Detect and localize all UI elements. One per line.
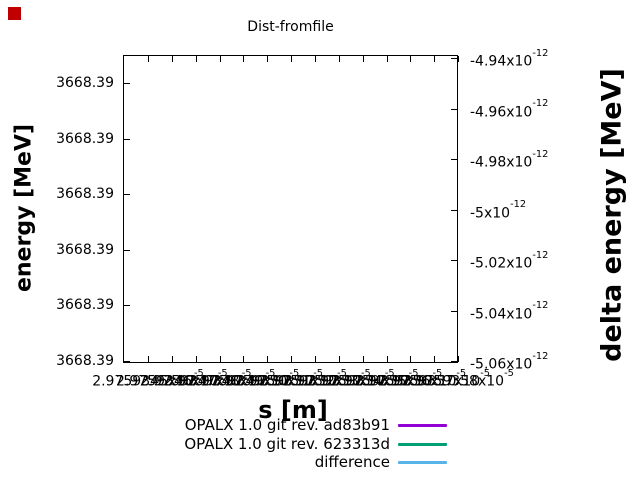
x-tick-label: 2.9759356x10-5 (354, 367, 467, 390)
x-tick-label: 2.9759347x10-5 (139, 367, 252, 390)
legend-line-sample (398, 443, 447, 446)
y-right-axis-title: delta energy [MeV] (596, 68, 628, 362)
y-right-tick-label: -4.96x10-12 (470, 98, 549, 121)
x-tick-bottom (219, 356, 221, 362)
x-tick-top (195, 56, 197, 62)
y-right-tick-label: -4.98x10-12 (470, 148, 549, 171)
y-right-tick-label: -5.06x10-12 (470, 350, 549, 373)
y-left-tick-label: 3668.39 (56, 241, 114, 258)
y-left-tick (124, 249, 130, 251)
y-right-tick (451, 108, 457, 110)
x-tick-label: 2.9759350x10-5 (211, 367, 324, 390)
chart-title: Dist-fromfile (247, 19, 334, 35)
y-right-tick (451, 58, 457, 59)
red-marker-square (8, 7, 21, 20)
y-left-tick (124, 194, 130, 196)
x-tick-bottom (410, 356, 412, 362)
x-tick-top (386, 56, 388, 62)
y-right-tick (451, 209, 457, 211)
x-tick-top (338, 56, 340, 62)
x-tick-label: 2.9759358x10-5 (402, 367, 514, 390)
x-tick-label: 2.9759354x10-5 (306, 367, 419, 390)
y-right-tick (451, 310, 457, 312)
x-tick-top (171, 56, 173, 62)
x-tick-label: 2.9759346x10-5 (116, 367, 228, 390)
x-tick-label: 2.9759351x10-5 (235, 367, 347, 390)
x-tick-bottom (458, 356, 460, 362)
x-tick-label: 2.9759355x10-5 (330, 367, 443, 390)
y-left-tick-label: 3668.39 (56, 75, 114, 91)
x-tick-bottom (267, 356, 269, 362)
y-right-tick-label: -5.04x10-12 (470, 300, 549, 323)
x-tick-top (291, 56, 293, 62)
x-tick-label: 2.9759349x10-5 (187, 367, 300, 390)
x-tick-top (219, 56, 221, 62)
x-tick-top (434, 56, 436, 62)
x-tick-bottom (386, 356, 388, 362)
x-tick-bottom (171, 356, 173, 362)
x-tick-top (362, 56, 364, 62)
x-tick-label: 2.9759348x10-5 (163, 367, 276, 390)
y-right-tick (451, 361, 457, 362)
x-tick-label: 2.9759345x10-5 (92, 367, 204, 390)
legend-line-sample (398, 461, 447, 464)
y-left-tick-label: 3668.39 (56, 186, 114, 203)
y-right-tick-label: -5.02x10-12 (470, 249, 549, 272)
legend-label: difference (314, 453, 390, 471)
y-left-tick-label: 3668.39 (56, 130, 114, 147)
x-tick-bottom (338, 356, 340, 362)
x-tick-top (243, 56, 245, 62)
y-left-tick-label: 3668.39 (56, 353, 114, 369)
x-tick-top (458, 56, 460, 62)
x-tick-top (314, 56, 316, 62)
x-tick-label: 2.9759352x10-5 (259, 367, 371, 390)
x-tick-bottom (148, 356, 149, 362)
y-left-tick-label: 3668.39 (56, 297, 114, 314)
y-right-tick (451, 260, 457, 261)
x-tick-top (267, 56, 269, 62)
x-tick-bottom (243, 356, 245, 362)
x-tick-bottom (195, 356, 197, 362)
y-right-tick-label: -5x10-12 (470, 199, 527, 222)
y-left-tick (124, 361, 130, 362)
x-tick-top (410, 56, 412, 62)
x-tick-label: 2.9759357x10-5 (378, 367, 490, 390)
legend-line-sample (398, 424, 447, 427)
y-left-tick (124, 83, 130, 84)
plot-area (123, 55, 458, 363)
x-tick-label: 2.9759353x10-5 (283, 367, 395, 390)
y-left-tick (124, 305, 130, 307)
y-left-axis-title: energy [MeV] (11, 123, 37, 293)
y-right-tick-label: -4.94x10-12 (470, 47, 549, 70)
x-tick-bottom (434, 356, 436, 362)
y-right-tick (451, 159, 457, 160)
x-axis-title: s [m] (258, 396, 328, 424)
x-tick-bottom (314, 356, 316, 362)
x-tick-top (148, 56, 149, 62)
legend-label: OPALX 1.0 git rev. 623313d (184, 435, 390, 453)
x-tick-bottom (362, 356, 364, 362)
y-left-tick (124, 138, 130, 140)
x-tick-bottom (291, 356, 293, 362)
legend-label: OPALX 1.0 git rev. ad83b91 (184, 416, 390, 434)
